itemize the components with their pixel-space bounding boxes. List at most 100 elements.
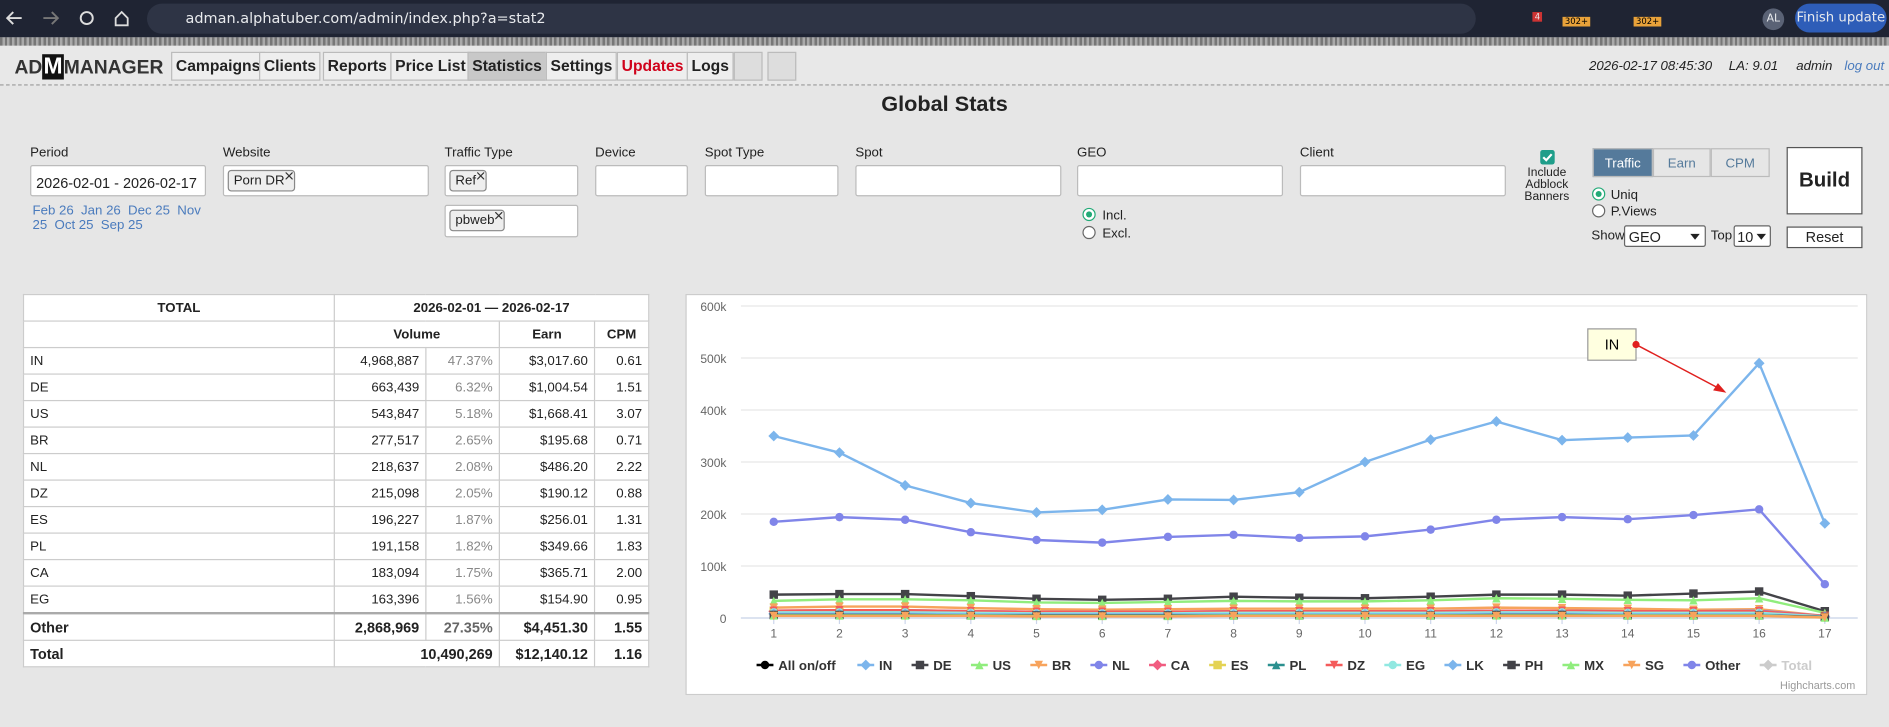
legend-label[interactable]: LK — [1466, 658, 1484, 673]
annotation: IN — [1605, 337, 1619, 353]
annotation-arrow — [1636, 345, 1720, 390]
legend-label[interactable]: ES — [1231, 658, 1249, 673]
menu-item[interactable]: Reports — [323, 52, 392, 81]
table-cell: $365.71 — [499, 560, 594, 587]
menu-item[interactable]: Settings — [546, 52, 617, 81]
table-cell: BR — [23, 427, 334, 454]
period-value: 2026-02-01 - 2026-02-17 — [36, 175, 197, 192]
legend-label[interactable]: EG — [1406, 658, 1425, 673]
table-cell: ES — [23, 507, 334, 534]
legend-label[interactable]: Total — [1781, 658, 1812, 673]
legend-label[interactable]: PH — [1525, 658, 1543, 673]
legend-label[interactable]: DZ — [1347, 658, 1365, 673]
legend-label[interactable]: CA — [1171, 658, 1191, 673]
menu-item[interactable]: Logs — [687, 52, 734, 81]
point — [1360, 457, 1371, 468]
stats-table: TOTAL2026-02-01 — 2026-02-17 VolumeEarnC… — [23, 294, 649, 667]
badge: 302+ — [1563, 17, 1591, 27]
tag-close[interactable] — [496, 212, 503, 219]
radio[interactable] — [1083, 226, 1095, 238]
table-row: Other2,868,96927.35%$4,451.301.55 — [23, 613, 648, 640]
x-tick-label: 13 — [1555, 626, 1569, 640]
tag[interactable]: Porn DR — [228, 170, 296, 192]
point — [768, 431, 779, 442]
menu-item[interactable]: Campaigns — [171, 52, 265, 81]
x-tick-label: 15 — [1687, 626, 1701, 640]
tag[interactable]: pbweb — [449, 210, 505, 232]
filter-label: GEO — [1077, 146, 1106, 160]
table-cell: 6.32% — [426, 374, 500, 401]
table-cell: 1.51 — [595, 374, 649, 401]
x-tick-label: 1 — [770, 626, 777, 640]
menu-item[interactable]: Updates — [617, 52, 688, 81]
radio-label: P.Views — [1611, 205, 1657, 219]
table-cell: 0.95 — [595, 586, 649, 613]
x-tick-label: 4 — [967, 626, 974, 640]
menu-item[interactable]: Clients — [259, 52, 321, 81]
legend-symbol[interactable] — [761, 661, 769, 669]
annotation-dot — [1632, 341, 1639, 348]
legend-marker — [860, 660, 871, 671]
point — [1098, 538, 1106, 546]
build-button[interactable]: Build — [1787, 147, 1863, 214]
tag-close[interactable] — [477, 172, 484, 179]
spot-type-input[interactable] — [705, 165, 839, 196]
update-button[interactable]: Finish update — [1795, 4, 1887, 33]
legend-label[interactable]: PL — [1289, 658, 1306, 673]
tag-close[interactable] — [286, 172, 293, 179]
period-link[interactable]: Sep 25 — [101, 218, 143, 232]
period-link[interactable]: Jan 26 — [81, 204, 121, 218]
client-input[interactable] — [1300, 165, 1506, 196]
period-link[interactable]: Oct 25 — [55, 218, 94, 232]
x-tick-label: 10 — [1358, 626, 1372, 640]
tab[interactable]: Earn — [1653, 148, 1711, 177]
legend-label[interactable]: IN — [879, 658, 892, 673]
legend-marker — [1095, 661, 1103, 669]
profile[interactable]: AL — [1763, 8, 1785, 30]
geo-input[interactable] — [1077, 165, 1283, 196]
reload-icon[interactable] — [81, 12, 93, 24]
menu-item[interactable]: Price List — [390, 52, 470, 81]
credits[interactable]: Highcharts.com — [1780, 680, 1855, 692]
reset-button[interactable]: Reset — [1787, 226, 1863, 248]
table-row: BR277,5172.65%$195.680.71 — [23, 427, 648, 454]
legend-label[interactable]: US — [993, 658, 1012, 673]
quick-periods: Feb 26Jan 26Dec 25Nov 25Oct 25Sep 25 — [33, 204, 202, 233]
home-icon[interactable] — [116, 12, 128, 25]
table-cell: 0.71 — [595, 427, 649, 454]
logout[interactable]: log out — [1844, 59, 1884, 73]
menu-item[interactable]: Statistics — [467, 52, 546, 81]
spot-input[interactable] — [855, 165, 1061, 196]
menu-icon[interactable] — [767, 52, 796, 81]
radio[interactable] — [1593, 205, 1605, 217]
period-link[interactable]: Feb 26 — [33, 204, 74, 218]
tab[interactable]: CPM — [1711, 148, 1770, 177]
legend-label[interactable]: BR — [1052, 658, 1072, 673]
traffic-input[interactable]: pbweb — [445, 205, 579, 238]
top-select[interactable]: 10 — [1734, 225, 1771, 247]
device-input[interactable] — [595, 165, 688, 196]
legend-label[interactable]: Other — [1705, 658, 1740, 673]
period-input[interactable]: 2026-02-01 - 2026-02-17 — [30, 165, 206, 196]
show-select[interactable]: GEO — [1624, 225, 1706, 247]
tab[interactable]: Traffic — [1593, 148, 1653, 177]
website-input[interactable]: Porn DR — [223, 165, 429, 196]
forward-icon[interactable] — [43, 12, 57, 24]
back-icon[interactable] — [7, 12, 21, 24]
select-value: 10 — [1737, 229, 1753, 246]
traffic-input[interactable]: Ref — [445, 165, 579, 196]
checkbox[interactable] — [1540, 149, 1556, 165]
period-link[interactable]: Dec 25 — [128, 204, 170, 218]
legend-label[interactable]: NL — [1112, 658, 1130, 673]
menu-icon[interactable] — [734, 52, 763, 81]
series-line — [774, 363, 1825, 523]
tag[interactable]: Ref — [449, 170, 486, 192]
legend-toggle[interactable]: All on/off — [778, 658, 836, 673]
badge: 302+ — [1634, 17, 1662, 27]
table-cell: $486.20 — [499, 454, 594, 481]
address-bar[interactable]: adman.alphatuber.com/admin/index.php?a=s… — [147, 4, 1476, 34]
logo[interactable]: ADMMANAGER — [14, 54, 163, 81]
legend-label[interactable]: SG — [1645, 658, 1664, 673]
legend-label[interactable]: DE — [933, 658, 952, 673]
legend-label[interactable]: MX — [1584, 658, 1604, 673]
